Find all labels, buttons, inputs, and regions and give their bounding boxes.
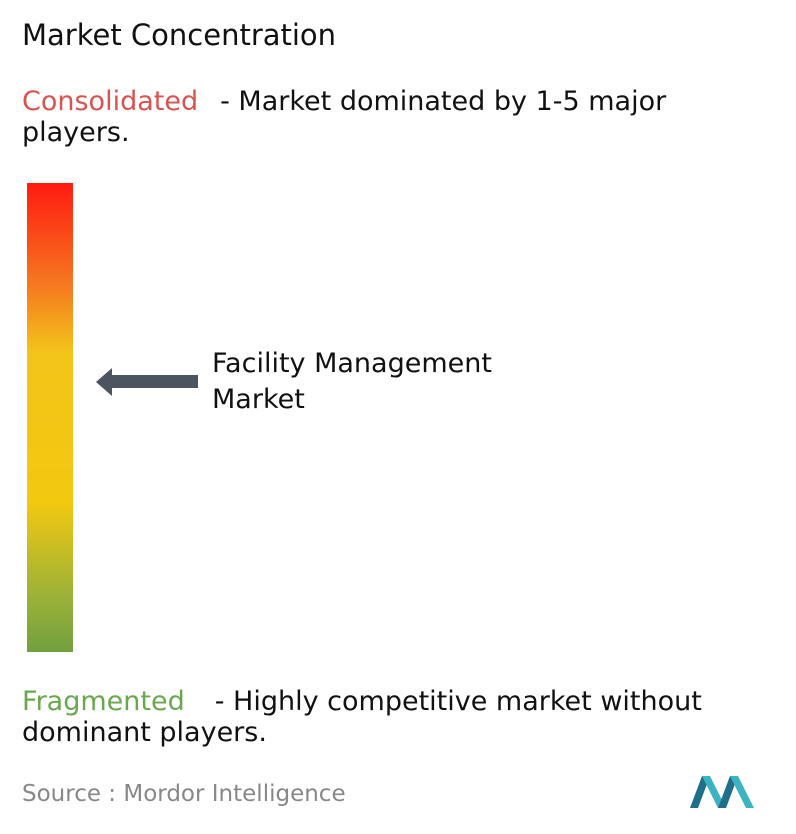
title: Market Concentration bbox=[22, 18, 337, 52]
fragmented-description: - Highly competitive market without domi… bbox=[22, 686, 702, 748]
logo-part bbox=[718, 776, 738, 808]
concentration-gradient bbox=[27, 183, 73, 652]
logo-part bbox=[730, 776, 754, 808]
consolidated-description: - Market dominated by 1-5 major players. bbox=[22, 86, 667, 148]
logo-part bbox=[702, 776, 726, 808]
consolidated-legend: Consolidated - Market dominated by 1-5 ma… bbox=[22, 86, 782, 148]
consolidated-label: Consolidated bbox=[22, 86, 199, 117]
logo-part bbox=[690, 776, 710, 808]
arrow bbox=[96, 368, 198, 396]
fragmented-legend: Fragmented - Highly competitive market wi… bbox=[22, 686, 782, 748]
arrow-head bbox=[96, 368, 112, 396]
market-label: Facility Management Market bbox=[212, 348, 492, 415]
logo bbox=[690, 776, 754, 808]
arrow-shaft bbox=[108, 375, 198, 388]
source: Source : Mordor Intelligence bbox=[22, 781, 346, 807]
fragmented-label: Fragmented bbox=[22, 686, 185, 717]
